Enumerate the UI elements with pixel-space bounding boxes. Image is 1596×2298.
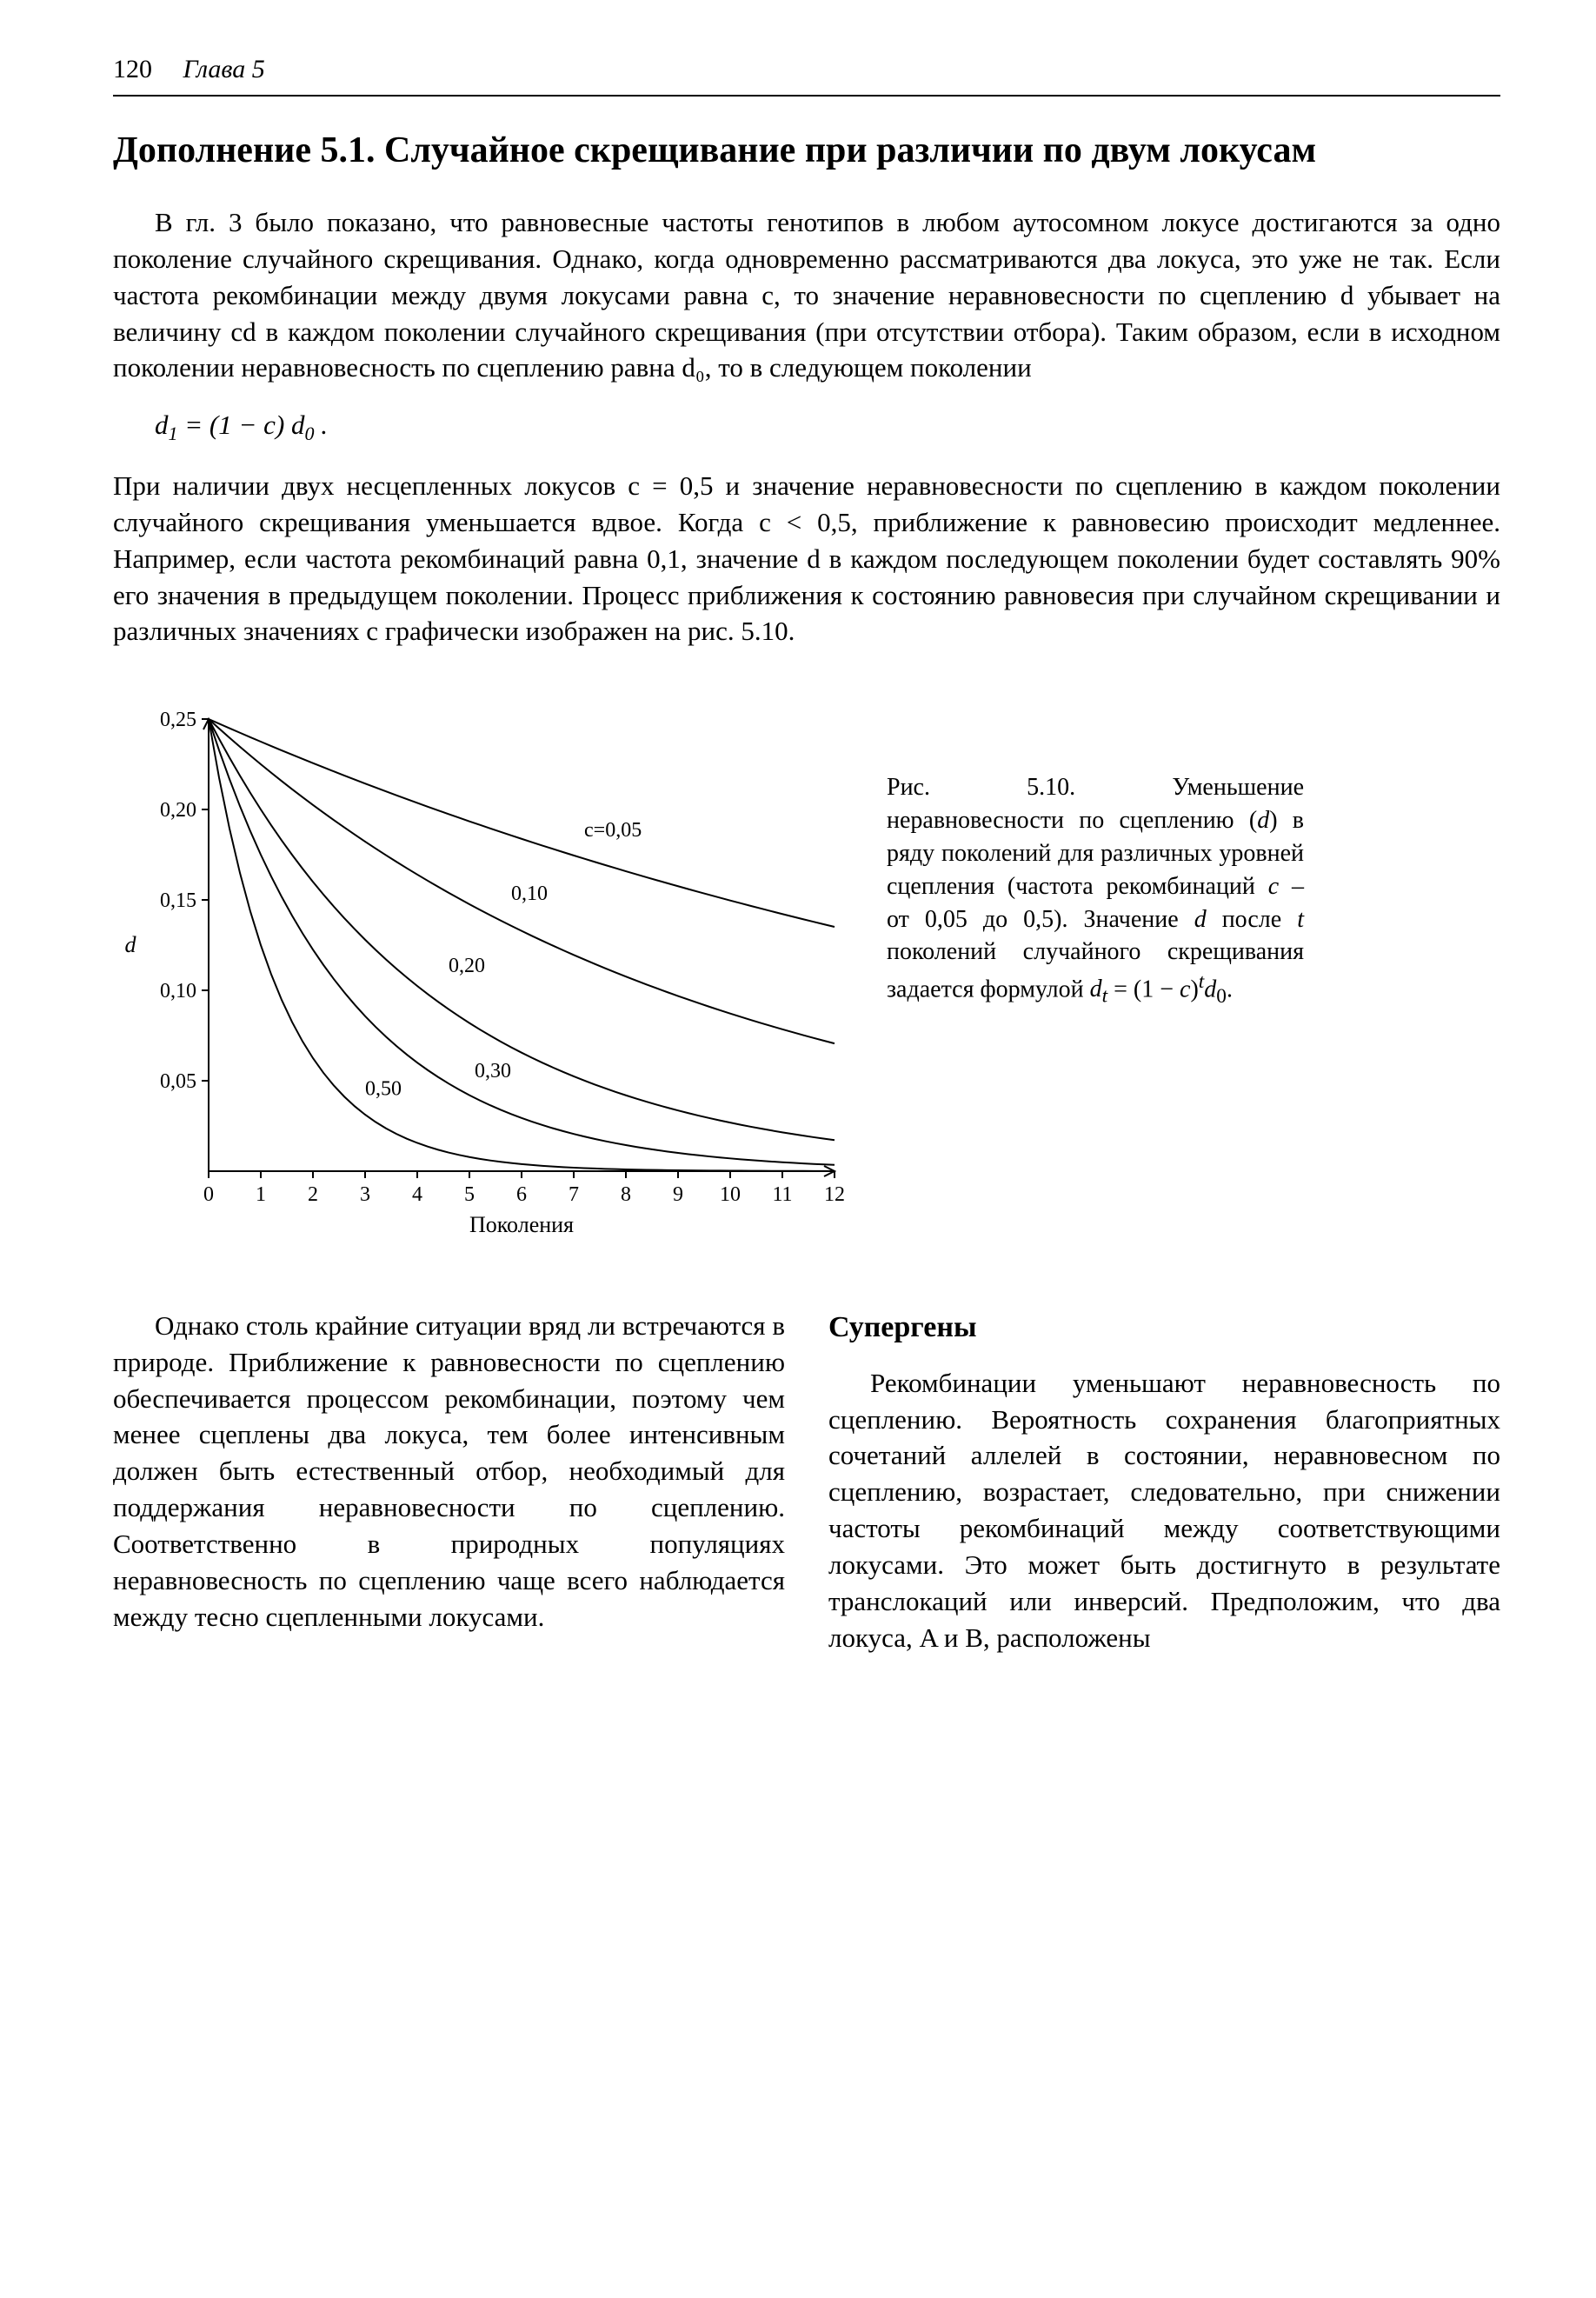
svg-text:5: 5 — [464, 1183, 475, 1206]
svg-text:d: d — [125, 932, 137, 957]
svg-text:0,30: 0,30 — [475, 1060, 511, 1082]
svg-text:3: 3 — [360, 1183, 370, 1206]
svg-text:9: 9 — [673, 1183, 683, 1206]
chart-svg: 0,050,100,150,200,250123456789101112Поко… — [113, 702, 852, 1249]
chapter-label: Глава 5 — [183, 55, 265, 83]
svg-text:1: 1 — [256, 1183, 266, 1206]
figure-chart: 0,050,100,150,200,250123456789101112Поко… — [113, 702, 861, 1256]
subheading-supergeny: Супергены — [828, 1308, 1500, 1348]
formula-1: d1 = (1 − c) d0 . — [155, 407, 1500, 447]
svg-text:0,10: 0,10 — [511, 883, 548, 905]
svg-text:10: 10 — [720, 1183, 741, 1206]
svg-text:11: 11 — [772, 1183, 792, 1206]
svg-text:2: 2 — [308, 1183, 318, 1206]
paragraph-1: В гл. 3 было показано, что равновесные ч… — [113, 204, 1500, 386]
left-column-paragraph: Однако столь крайние ситуации вряд ли вс… — [113, 1308, 785, 1635]
svg-text:8: 8 — [621, 1183, 631, 1206]
svg-text:0,20: 0,20 — [449, 956, 485, 978]
svg-text:Поколения: Поколения — [469, 1212, 574, 1237]
svg-text:12: 12 — [824, 1183, 845, 1206]
svg-text:0,05: 0,05 — [160, 1070, 196, 1093]
right-column-paragraph: Рекомбинации уменьшают неравновесность п… — [828, 1365, 1500, 1656]
svg-text:0: 0 — [203, 1183, 214, 1206]
running-header: 120 Глава 5 — [113, 52, 1500, 97]
svg-text:0,20: 0,20 — [160, 799, 196, 822]
svg-text:c=0,05: c=0,05 — [584, 820, 642, 843]
section-title: Дополнение 5.1. Случайное скрещивание пр… — [113, 128, 1500, 174]
figure-5-10: 0,050,100,150,200,250123456789101112Поко… — [113, 702, 1500, 1256]
svg-text:7: 7 — [569, 1183, 579, 1206]
svg-text:0,15: 0,15 — [160, 889, 196, 912]
svg-text:0,25: 0,25 — [160, 709, 196, 731]
svg-text:6: 6 — [516, 1183, 527, 1206]
figure-caption: Рис. 5.10. Уменьшение неравновесности по… — [887, 702, 1304, 1010]
paragraph-2: При наличии двух несцепленных локусов c … — [113, 468, 1500, 649]
svg-text:0,10: 0,10 — [160, 980, 196, 1002]
svg-text:0,50: 0,50 — [365, 1078, 402, 1101]
svg-text:4: 4 — [412, 1183, 422, 1206]
page-number: 120 — [113, 52, 152, 88]
